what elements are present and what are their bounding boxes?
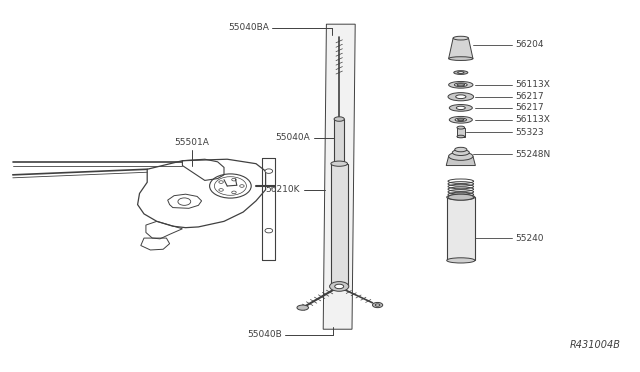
Ellipse shape [457,126,465,129]
Bar [334,119,344,164]
Ellipse shape [454,147,467,152]
Ellipse shape [265,228,273,233]
Ellipse shape [297,305,308,310]
Text: 56113X: 56113X [515,115,550,124]
Text: 55040A: 55040A [275,133,310,142]
Bar [457,128,465,137]
Ellipse shape [458,119,464,121]
Ellipse shape [331,284,348,289]
Text: 56210K: 56210K [265,185,300,194]
Ellipse shape [449,81,473,88]
Ellipse shape [449,152,473,160]
Text: 55040B: 55040B [247,330,282,339]
Text: R431004B: R431004B [570,340,621,350]
Ellipse shape [334,162,344,166]
Polygon shape [446,156,476,166]
Ellipse shape [449,57,473,61]
Ellipse shape [455,118,467,122]
Text: 55248N: 55248N [515,150,550,159]
Ellipse shape [454,83,467,87]
Ellipse shape [335,284,344,289]
Ellipse shape [330,282,349,291]
Text: 55501A: 55501A [175,138,209,147]
Polygon shape [449,38,473,58]
Text: 56217: 56217 [515,92,544,101]
Ellipse shape [452,150,469,155]
Ellipse shape [372,302,383,308]
Ellipse shape [334,117,344,121]
Text: 55040BA: 55040BA [228,23,269,32]
Bar [447,197,475,260]
Ellipse shape [449,105,472,111]
Polygon shape [323,24,355,329]
Text: 56204: 56204 [515,40,544,49]
Ellipse shape [456,106,465,109]
Ellipse shape [454,71,468,74]
Ellipse shape [375,304,380,306]
Ellipse shape [447,258,475,263]
Ellipse shape [448,93,474,101]
Text: 55240: 55240 [515,234,544,243]
Ellipse shape [457,84,465,86]
Ellipse shape [448,194,474,200]
Ellipse shape [453,36,468,40]
Ellipse shape [265,169,273,173]
Text: 56217: 56217 [515,103,544,112]
Ellipse shape [458,71,464,74]
Text: 55323: 55323 [515,128,544,137]
Text: 56113X: 56113X [515,80,550,89]
Ellipse shape [457,135,465,138]
Ellipse shape [449,116,472,123]
Ellipse shape [447,194,475,200]
Ellipse shape [456,95,466,99]
Ellipse shape [331,161,348,166]
Bar [331,164,348,286]
